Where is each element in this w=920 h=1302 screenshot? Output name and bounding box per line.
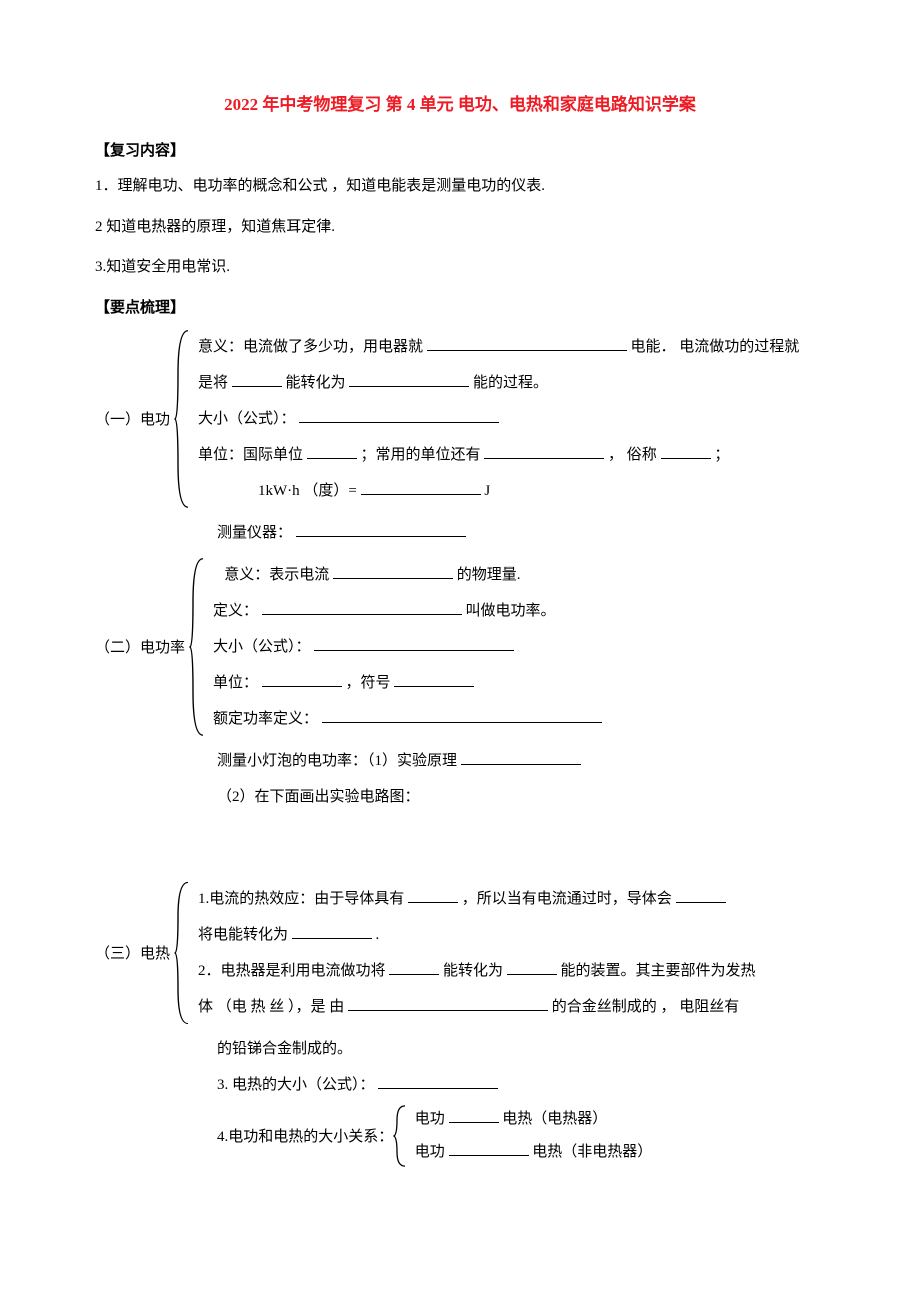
outline-label-1: （一）电功 <box>95 329 174 509</box>
blank <box>361 480 481 495</box>
text: 1.电流的热效应：由于导体具有 <box>198 891 404 907</box>
outline-body-3: 1.电流的热效应：由于导体具有 ，所以当有电流通过时，导体会 将电能转化为 . … <box>192 881 825 1025</box>
blank <box>449 1108 499 1123</box>
brace-icon <box>174 329 192 509</box>
blank <box>427 336 627 351</box>
blank <box>676 888 726 903</box>
outline-body-1: 意义：电流做了多少功，用电器就 电能． 电流做功的过程就 是将 能转化为 能的过… <box>192 329 825 509</box>
section-2-head: 【要点梳理】 <box>95 296 825 317</box>
text: 大小（公式）： <box>213 639 311 655</box>
text: 意义：表示电流 <box>224 567 329 583</box>
blank <box>232 372 282 387</box>
text: 电能． 电流做功的过程就 <box>631 339 800 355</box>
text: ，符号 <box>346 675 391 691</box>
diagram-space <box>95 815 825 875</box>
text: 叫做电功率。 <box>466 603 556 619</box>
blank <box>262 600 462 615</box>
blank <box>449 1141 529 1156</box>
blank <box>461 750 581 765</box>
brace-icon <box>189 557 207 737</box>
text: ； <box>714 447 729 463</box>
text: 体 （电 热 丝 ），是 由 <box>198 999 344 1015</box>
blank <box>484 444 604 459</box>
blank <box>661 444 711 459</box>
text: 3. 电热的大小（公式）： <box>217 1077 378 1093</box>
text: ， 俗称 <box>608 447 657 463</box>
s1-item-3: 3.知道安全用电常识. <box>95 253 825 282</box>
text: 电功 <box>415 1111 445 1127</box>
blank <box>314 636 514 651</box>
text: 1kW·h （度）= <box>258 483 357 499</box>
section-1-head: 【复习内容】 <box>95 139 825 160</box>
text: 单位： <box>213 675 258 691</box>
text: 电热（电热器） <box>502 1111 607 1127</box>
outline-body-2: 意义：表示电流 的物理量. 定义： 叫做电功率。 大小（公式）： 单位： ，符号… <box>207 557 825 737</box>
text: 能的装置。其主要部件为发热 <box>561 963 756 979</box>
brace-icon <box>174 881 192 1025</box>
text: 能的过程。 <box>473 375 548 391</box>
blank <box>348 996 548 1011</box>
text: 能转化为 <box>443 963 503 979</box>
text: 电热（非电热器） <box>532 1144 652 1160</box>
page-title: 2022 年中考物理复习 第 4 单元 电功、电热和家庭电路知识学案 <box>95 90 825 115</box>
relation-body: 电功 电热（电热器） 电功 电热（非电热器） <box>407 1103 652 1169</box>
text: 是将 <box>198 375 228 391</box>
text: J <box>484 483 490 499</box>
blank <box>262 672 342 687</box>
text: （2）在下面画出实验电路图： <box>217 789 420 805</box>
text: 2．电热器是利用电流做功将 <box>198 963 386 979</box>
relation-label: 4.电功和电热的大小关系： <box>217 1103 393 1169</box>
text: 电功 <box>415 1144 445 1160</box>
blank <box>507 960 557 975</box>
outline-diangong: （一）电功 意义：电流做了多少功，用电器就 电能． 电流做功的过程就 是将 能转… <box>95 329 825 509</box>
blank <box>307 444 357 459</box>
blank <box>389 960 439 975</box>
blank <box>322 708 602 723</box>
outline-label-2: （二）电功率 <box>95 557 189 737</box>
blank <box>299 408 499 423</box>
text: ，所以当有电流通过时，导体会 <box>462 891 672 907</box>
text: 额定功率定义： <box>213 711 318 727</box>
relation-row: 4.电功和电热的大小关系： 电功 电热（电热器） 电功 电热（非电热器） <box>217 1103 825 1169</box>
brace-icon <box>393 1103 407 1169</box>
text: 的合金丝制成的 ， 电阻丝有 <box>552 999 740 1015</box>
blank <box>296 522 466 537</box>
blank <box>408 888 458 903</box>
text: 意义：电流做了多少功，用电器就 <box>198 339 423 355</box>
text: ；常用的单位还有 <box>361 447 481 463</box>
text: 单位：国际单位 <box>198 447 303 463</box>
text: 测量仪器： <box>217 525 292 541</box>
text: 的铅锑合金制成的。 <box>217 1041 352 1057</box>
blank <box>292 924 372 939</box>
title-text: 2022 年中考物理复习 第 4 单元 电功、电热和家庭电路知识学案 <box>224 95 696 114</box>
text: . <box>376 927 380 943</box>
outline-label-3: （三）电热 <box>95 881 174 1025</box>
s1-item-2: 2 知道电热器的原理，知道焦耳定律. <box>95 213 825 242</box>
blank <box>349 372 469 387</box>
text: 定义： <box>213 603 258 619</box>
text: 测量小灯泡的电功率：（1）实验原理 <box>217 753 457 769</box>
blank <box>378 1074 498 1089</box>
blank <box>333 564 453 579</box>
text: 将电能转化为 <box>198 927 288 943</box>
blank <box>394 672 474 687</box>
outline-diangonglv: （二）电功率 意义：表示电流 的物理量. 定义： 叫做电功率。 大小（公式）： … <box>95 557 825 737</box>
s1-item-1: 1．理解电功、电功率的概念和公式 ，知道电能表是测量电功的仪表. <box>95 172 825 201</box>
outline-dianre: （三）电热 1.电流的热效应：由于导体具有 ，所以当有电流通过时，导体会 将电能… <box>95 881 825 1025</box>
text: 能转化为 <box>286 375 346 391</box>
text: 大小（公式）： <box>198 411 296 427</box>
text: 的物理量. <box>457 567 521 583</box>
